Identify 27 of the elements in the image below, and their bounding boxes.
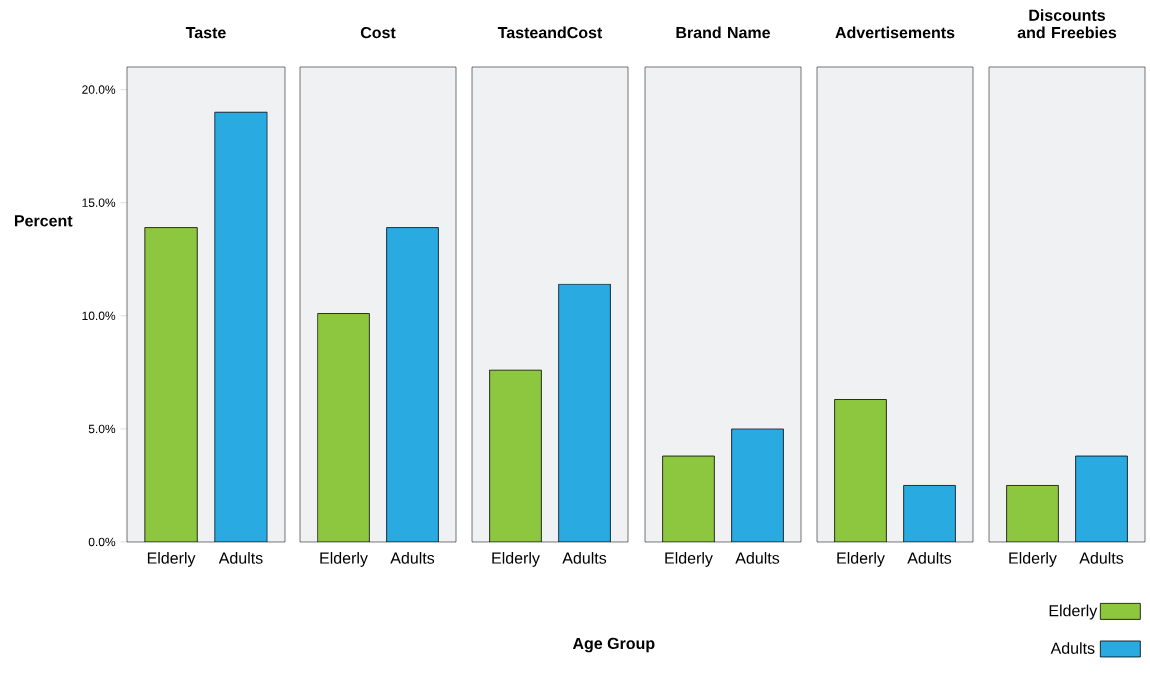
x-tick-label: Adults: [735, 552, 780, 564]
chart-title: Discounts and Freebies: [1017, 9, 1117, 39]
y-tick-label: 0.0%: [88, 537, 116, 547]
x-tick-label: Elderly: [1009, 552, 1057, 567]
y-tick-label: 20.0%: [82, 85, 116, 94]
x-tick-label: Elderly: [665, 552, 713, 567]
y-axis-title: Percent: [14, 215, 73, 227]
legend-label: Elderly: [1049, 604, 1098, 620]
legend-label: Adults: [1050, 642, 1095, 654]
x-axis-title: Age Group: [572, 637, 655, 653]
x-tick-label: Elderly: [837, 552, 885, 567]
x-tick-label: Elderly: [147, 552, 196, 567]
chart-title: Cost: [360, 26, 396, 39]
chart-title: Advertisements: [835, 26, 955, 39]
x-tick-label: Adults: [1079, 552, 1124, 564]
x-tick-label: Adults: [907, 552, 952, 564]
chart-title: Taste: [185, 27, 226, 39]
y-tick-label: 10.0%: [82, 311, 116, 321]
x-tick-label: Adults: [390, 552, 435, 564]
y-tick-label: 5.0%: [88, 424, 116, 434]
x-tick-label: Elderly: [492, 552, 540, 567]
x-tick-label: Adults: [562, 552, 607, 564]
chart-title: TasteandCost: [497, 26, 603, 39]
x-tick-label: Elderly: [320, 552, 368, 567]
chart-title: Brand Name: [676, 26, 770, 39]
y-tick-label: 15.0%: [82, 198, 116, 207]
x-tick-label: Adults: [218, 552, 263, 564]
